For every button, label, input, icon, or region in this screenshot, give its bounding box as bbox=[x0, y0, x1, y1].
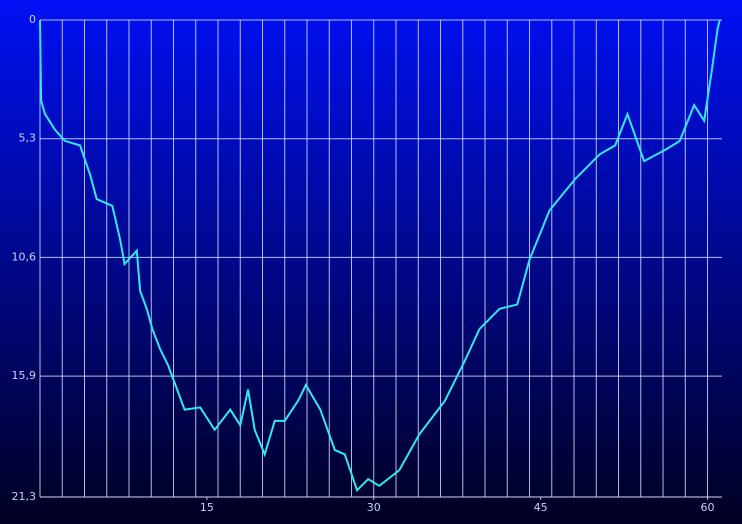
y-tick-label: 10,6 bbox=[12, 250, 37, 263]
y-tick-label: 21,3 bbox=[12, 490, 37, 503]
x-tick-label: 45 bbox=[534, 501, 548, 514]
y-tick-label: 15,9 bbox=[12, 369, 37, 382]
x-tick-label: 15 bbox=[200, 501, 214, 514]
y-tick-label: 0 bbox=[29, 13, 36, 26]
depth-line bbox=[39, 19, 721, 493]
y-tick-label: 5,3 bbox=[19, 132, 37, 145]
x-tick-label: 30 bbox=[367, 501, 381, 514]
x-tick-label: 60 bbox=[701, 501, 715, 514]
